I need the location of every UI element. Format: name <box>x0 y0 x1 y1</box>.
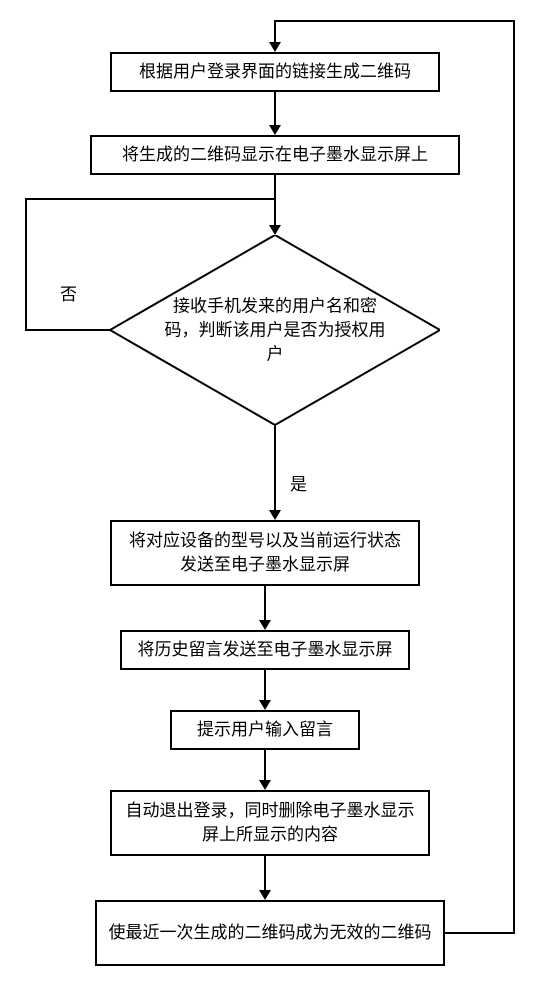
node-text: 根据用户登录界面的链接生成二维码 <box>139 60 411 84</box>
node-send-status: 将对应设备的型号以及当前运行状态发送至电子墨水显示屏 <box>110 520 420 586</box>
edge <box>274 92 276 125</box>
arrow-head-icon <box>259 700 271 710</box>
node-text: 将对应设备的型号以及当前运行状态发送至电子墨水显示屏 <box>122 529 408 577</box>
node-text: 提示用户输入留言 <box>197 718 333 742</box>
label-yes: 是 <box>290 470 307 495</box>
edge <box>264 670 266 700</box>
edge-loop <box>513 20 515 934</box>
edge <box>264 856 266 890</box>
edge <box>264 750 266 780</box>
node-logout: 自动退出登录，同时删除电子墨水显示屏上所显示的内容 <box>110 790 430 856</box>
arrow-head-icon <box>269 125 281 135</box>
edge-yes <box>274 425 276 510</box>
node-text: 将生成的二维码显示在电子墨水显示屏上 <box>122 143 428 167</box>
arrow-head-icon <box>259 780 271 790</box>
node-text: 将历史留言发送至电子墨水显示屏 <box>138 638 393 662</box>
edge <box>274 198 276 225</box>
node-generate-qr: 根据用户登录界面的链接生成二维码 <box>110 52 440 92</box>
edge-loop <box>274 20 276 42</box>
edge-loop <box>275 20 515 22</box>
edge-no <box>25 198 27 331</box>
edge-loop <box>445 932 515 934</box>
arrow-head-icon <box>259 620 271 630</box>
node-invalidate-qr: 使最近一次生成的二维码成为无效的二维码 <box>95 900 445 966</box>
edge <box>264 586 266 620</box>
edge-no <box>25 329 110 331</box>
node-display-qr: 将生成的二维码显示在电子墨水显示屏上 <box>90 135 460 175</box>
node-text: 自动退出登录，同时删除电子墨水显示屏上所显示的内容 <box>122 799 418 847</box>
arrow-head-icon <box>269 225 281 235</box>
flowchart-canvas: 根据用户登录界面的链接生成二维码 将生成的二维码显示在电子墨水显示屏上 接收手机… <box>0 0 553 1000</box>
node-send-history: 将历史留言发送至电子墨水显示屏 <box>120 630 410 670</box>
node-text: 接收手机发来的用户名和密码，判断该用户是否为授权用户 <box>160 294 391 365</box>
arrow-head-icon <box>269 510 281 520</box>
node-text: 使最近一次生成的二维码成为无效的二维码 <box>109 921 432 945</box>
arrow-head-icon <box>259 890 271 900</box>
node-check-auth: 接收手机发来的用户名和密码，判断该用户是否为授权用户 <box>110 235 440 425</box>
node-prompt-message: 提示用户输入留言 <box>170 710 360 750</box>
arrow-head-icon <box>269 42 281 52</box>
edge <box>274 175 276 198</box>
label-no: 否 <box>60 280 77 305</box>
edge <box>25 198 276 200</box>
